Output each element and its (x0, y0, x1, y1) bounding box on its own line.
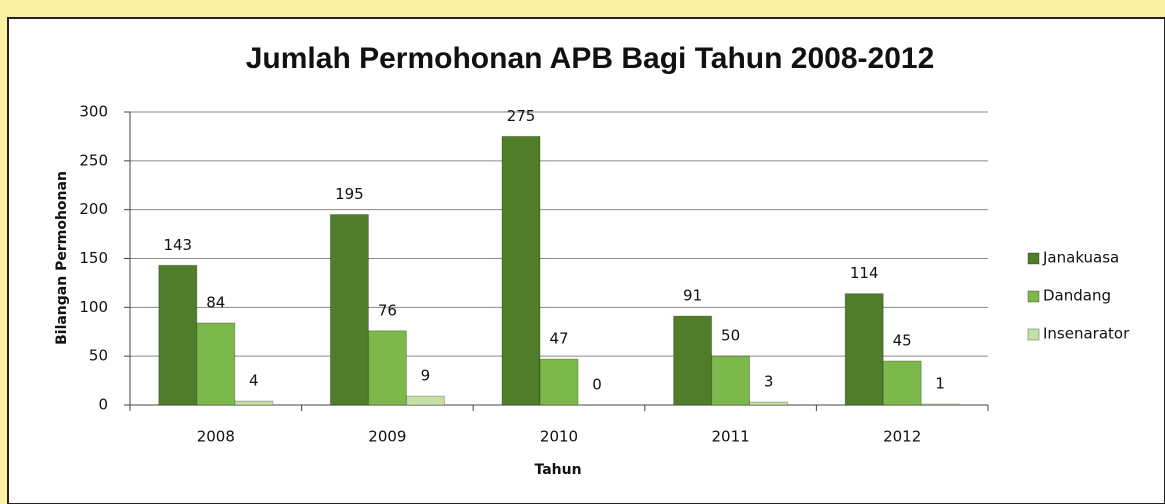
data-label: 1 (935, 375, 945, 393)
x-axis-title: Tahun (534, 462, 581, 478)
x-tick-label: 2011 (712, 428, 750, 446)
legend-swatch (1027, 328, 1040, 341)
bar (234, 400, 274, 406)
bar (501, 135, 541, 406)
y-axis-title: Bilangan Permohonan (54, 171, 70, 345)
legend-label: Janakuasa (1042, 249, 1119, 267)
data-label: 50 (721, 327, 740, 345)
legend-label: Dandang (1043, 287, 1111, 305)
x-tick-label: 2012 (883, 428, 921, 446)
bar (367, 330, 407, 406)
bar (749, 401, 789, 406)
bar (329, 214, 369, 406)
y-tick-label: 50 (89, 347, 108, 365)
data-label: 9 (421, 367, 431, 385)
data-label: 275 (507, 107, 536, 125)
data-label: 84 (206, 293, 225, 311)
y-tick-label: 150 (79, 249, 108, 267)
data-label: 45 (893, 332, 912, 350)
bar (196, 322, 236, 406)
data-label: 195 (335, 185, 364, 203)
data-label: 91 (683, 287, 702, 305)
bar (882, 360, 922, 406)
data-label: 47 (549, 330, 568, 348)
data-label: 4 (249, 372, 259, 390)
legend-swatch (1027, 252, 1040, 265)
y-tick-label: 100 (79, 298, 108, 316)
bar (405, 395, 445, 406)
y-tick-label: 200 (79, 200, 108, 218)
y-tick-label: 250 (79, 151, 108, 169)
x-tick-label: 2009 (368, 428, 406, 446)
bar (539, 358, 579, 406)
bar (711, 355, 751, 406)
data-label: 3 (764, 373, 774, 391)
bar (158, 264, 198, 406)
legend-swatch (1027, 290, 1040, 303)
bar (844, 293, 884, 406)
x-tick-label: 2010 (540, 428, 578, 446)
data-label: 0 (592, 376, 602, 394)
y-tick-label: 300 (79, 103, 108, 121)
data-label: 114 (850, 264, 879, 282)
bar (920, 403, 960, 406)
legend-label: Insenarator (1043, 325, 1130, 343)
x-tick-label: 2008 (197, 428, 235, 446)
chart-title: Jumlah Permohonan APB Bagi Tahun 2008-20… (246, 42, 935, 75)
data-label: 143 (163, 236, 192, 254)
data-label: 76 (378, 301, 397, 319)
chart-frame (7, 17, 1165, 504)
y-tick-label: 0 (98, 396, 108, 414)
bar (673, 315, 713, 406)
